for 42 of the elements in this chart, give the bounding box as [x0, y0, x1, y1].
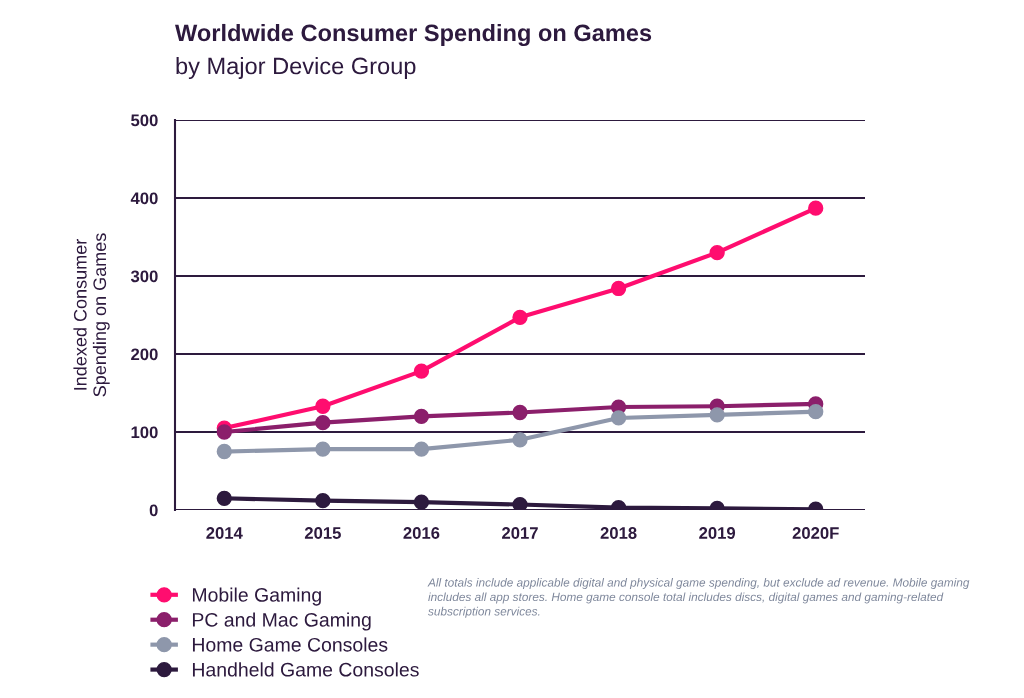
point [610, 280, 627, 297]
point [315, 441, 331, 457]
y-tick-label: 400 [130, 192, 158, 205]
point [709, 407, 725, 423]
point [216, 424, 232, 440]
y-tick-label: 200 [131, 348, 158, 361]
y-tick-label: 300 [130, 270, 158, 283]
point [512, 432, 528, 448]
point [315, 398, 331, 414]
point [413, 441, 430, 457]
x-tick-label: 2014 [206, 527, 243, 539]
text: All totals include applicable digital and physical game spending, but exclude ad revenue. Mobile gaming includes all app stores. Home game console total includes discs, digital games and gaming-related subscription services. [427, 578, 970, 618]
point [216, 443, 232, 460]
point [315, 415, 331, 431]
y-tick-label: 500 [131, 114, 158, 127]
point [413, 363, 430, 379]
y-axis-title: Indexed Consumer Spending on Games [73, 233, 110, 397]
point [413, 408, 430, 425]
legend-label: Handheld Game Consoles [192, 662, 419, 677]
chart-title: Worldwide Consumer Spending on Games [175, 23, 652, 47]
x-tick-label: 2019 [699, 527, 736, 539]
point [512, 496, 528, 510]
chart-subtitle: by Major Device Group [176, 57, 416, 80]
x-tick-label: 2018 [600, 527, 637, 539]
legend-label: Home Game Consoles [192, 637, 388, 652]
y-tick-label: 100 [131, 426, 158, 439]
point [315, 493, 331, 509]
point [610, 410, 627, 426]
point [512, 309, 528, 325]
point [216, 490, 232, 506]
x-tick-label: 2016 [403, 527, 440, 539]
legend-label: Mobile Gaming [192, 587, 321, 606]
y-tick-label: 0 [149, 504, 158, 517]
x-tick-label: 2017 [502, 527, 538, 539]
x-tick-label: 2015 [304, 527, 341, 539]
point [413, 494, 430, 510]
point [512, 404, 528, 421]
point [808, 404, 824, 420]
point [709, 244, 725, 261]
point [808, 200, 824, 216]
legend-label: PC and Mac Gaming [192, 612, 371, 631]
x-tick-label: 2020F [792, 527, 839, 539]
